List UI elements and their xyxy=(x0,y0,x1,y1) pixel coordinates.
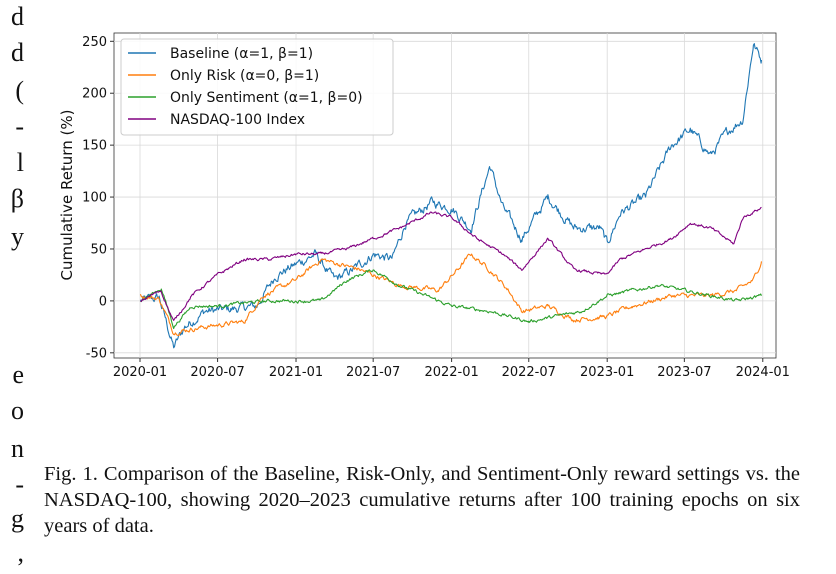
legend-label: Baseline (α=1, β=1) xyxy=(170,46,313,62)
series-line xyxy=(140,206,762,321)
y-axis-label: Cumulative Return (%) xyxy=(58,110,76,281)
margin-glyph: e xyxy=(12,360,24,389)
y-tick-label: 50 xyxy=(90,242,107,257)
x-tick-label: 2020-01 xyxy=(113,365,167,380)
x-tick-label: 2021-07 xyxy=(346,365,400,380)
y-tick-label: 0 xyxy=(99,294,107,309)
x-tick-label: 2023-01 xyxy=(580,365,634,380)
legend-label: Only Risk (α=0, β=1) xyxy=(170,68,319,84)
y-tick-label: 250 xyxy=(82,35,107,50)
line-chart: -50 0 50 100 150 200 250 2020-01 2020-07 2021-01 2… xyxy=(58,32,790,380)
x-tick-label: 2021-01 xyxy=(269,365,323,380)
margin-glyph: , xyxy=(17,538,25,567)
legend-label: NASDAQ-100 Index xyxy=(170,112,305,128)
x-tick-label: 2023-07 xyxy=(657,365,711,380)
y-tick-label: 200 xyxy=(82,87,107,102)
margin-glyph: ( xyxy=(15,76,24,105)
margin-glyph: β xyxy=(10,184,24,213)
x-tick-label: 2024-01 xyxy=(736,365,790,380)
series-layer xyxy=(139,43,763,349)
margin-glyph: y xyxy=(11,222,24,251)
x-tick-label: 2022-07 xyxy=(502,365,556,380)
legend-label: Only Sentiment (α=1, β=0) xyxy=(170,90,363,106)
y-tick-label: -50 xyxy=(86,346,107,361)
x-tick-label: 2022-01 xyxy=(424,365,478,380)
series-line xyxy=(139,253,763,337)
margin-glyph: d xyxy=(11,2,24,31)
x-tick-label: 2020-07 xyxy=(190,365,244,380)
y-tick-label: 100 xyxy=(82,191,107,206)
y-tick-label: 150 xyxy=(82,139,107,154)
margin-glyph: - xyxy=(15,470,24,499)
series-line xyxy=(139,43,763,349)
margin-glyph: n xyxy=(11,434,24,463)
margin-glyph: d xyxy=(11,38,24,67)
tick-layer: -50 0 50 100 150 200 250 2020-01 2020-07 2021-01 2… xyxy=(82,35,790,380)
margin-glyph: - xyxy=(15,112,24,141)
margin-glyph: g xyxy=(11,504,24,533)
margin-text-column: d d ( - l β y e o n - g, xyxy=(0,0,30,574)
series-line xyxy=(140,269,762,330)
legend-box xyxy=(120,38,394,136)
grid-layer xyxy=(114,33,776,358)
figure-caption: Fig. 1. Comparison of the Baseline, Risk… xyxy=(44,463,800,537)
plot-area xyxy=(113,32,777,359)
margin-glyph: l xyxy=(16,148,24,177)
legend: Baseline (α=1, β=1) Only Risk (α=0, β=1) O… xyxy=(120,38,394,136)
margin-glyph: o xyxy=(11,396,24,425)
